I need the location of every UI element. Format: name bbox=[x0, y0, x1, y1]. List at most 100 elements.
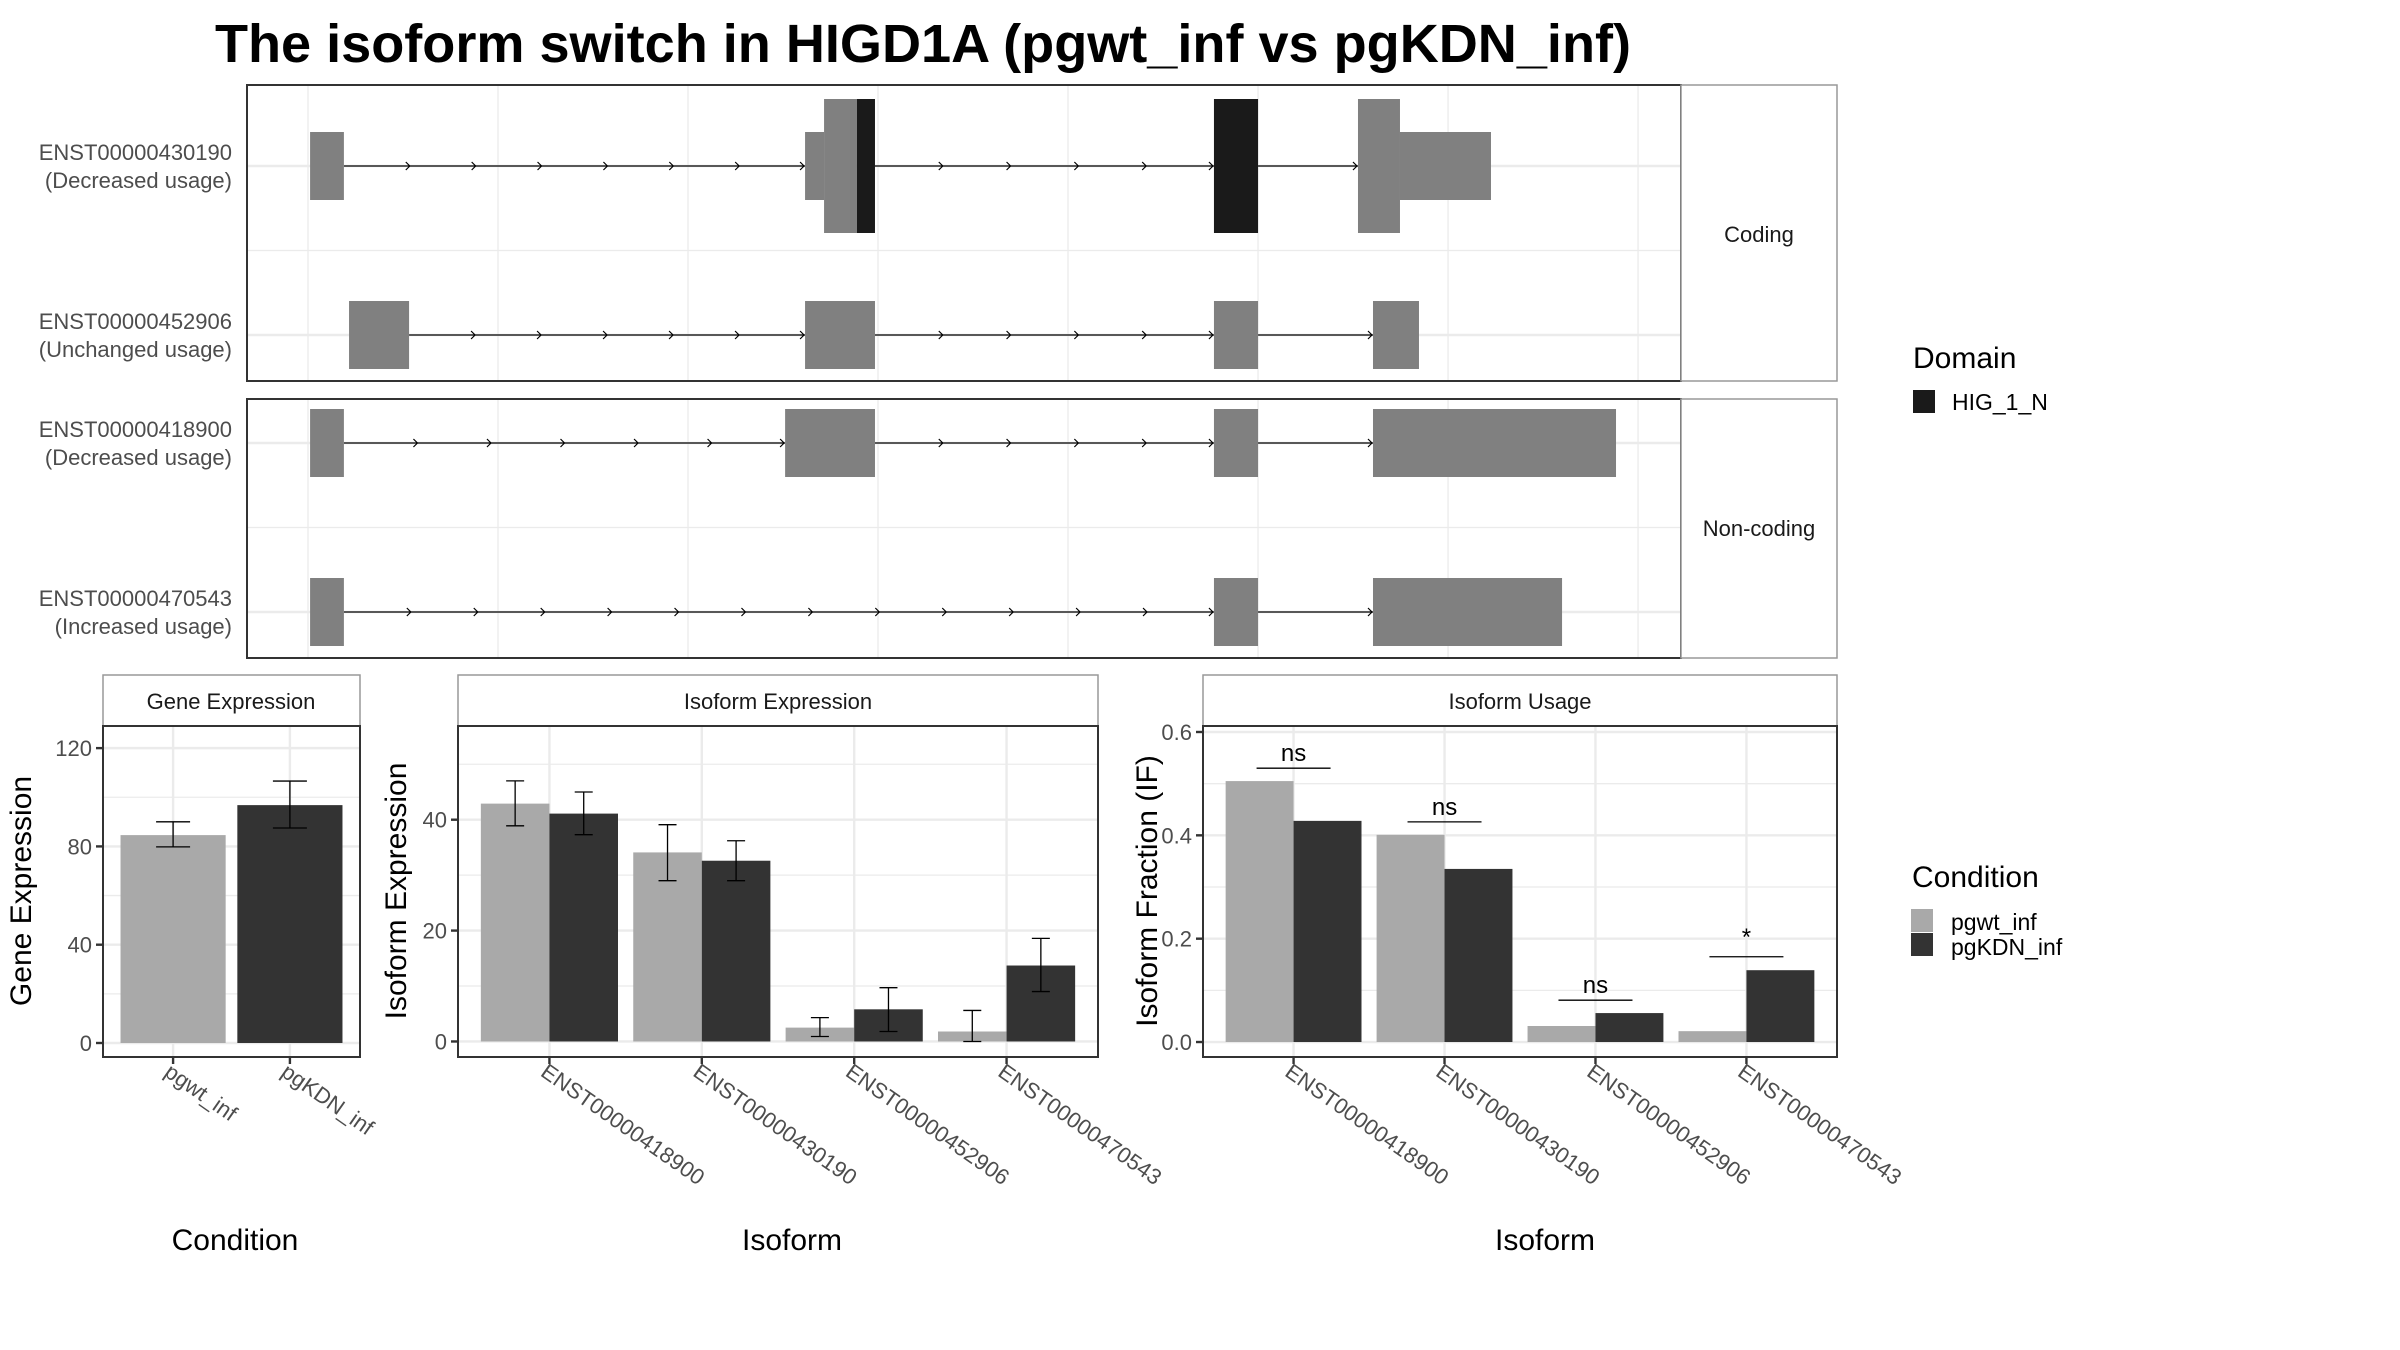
bar-pgwt_inf-ENST00000470543 bbox=[1678, 1031, 1747, 1043]
intron-arrow bbox=[799, 161, 805, 171]
legend-title: Condition bbox=[1912, 861, 2039, 894]
x-axis-title: Isoform bbox=[1495, 1224, 1595, 1257]
panel-strip bbox=[1202, 674, 1838, 727]
transcript-ENST00000452906 bbox=[349, 301, 1419, 369]
intron-arrow bbox=[537, 161, 543, 171]
intron-arrow bbox=[1352, 161, 1358, 171]
y-tick-label: 120 bbox=[55, 736, 92, 761]
y-tick-label: 0.0 bbox=[1161, 1030, 1192, 1055]
y-tick-label: 40 bbox=[68, 933, 92, 958]
transcript-status-label: (Decreased usage) bbox=[45, 168, 232, 193]
y-tick-label: 80 bbox=[68, 834, 92, 859]
exon bbox=[1372, 301, 1419, 369]
facet-plot-area bbox=[246, 398, 1838, 659]
intron-arrow bbox=[1073, 161, 1080, 171]
facet-coding: Coding bbox=[246, 84, 1838, 382]
error-bar bbox=[272, 780, 307, 829]
y-tick-label: 0.4 bbox=[1161, 823, 1192, 848]
figure-title: The isoform switch in HIGD1A (pgwt_inf v… bbox=[215, 14, 1631, 74]
significance-label: ns bbox=[1583, 972, 1608, 999]
exon bbox=[805, 301, 875, 369]
exon bbox=[1357, 99, 1400, 233]
panel-border bbox=[102, 725, 361, 1058]
transcript-ENST00000470543 bbox=[310, 578, 1563, 646]
y-tick-label: 0.2 bbox=[1161, 927, 1192, 952]
transcript-labels: ENST00000430190 (Decreased usage) ENST00… bbox=[39, 140, 232, 639]
bar-pgKDN_inf-ENST00000430190 bbox=[1444, 868, 1513, 1043]
intron-arrow bbox=[874, 607, 881, 617]
error-bar bbox=[810, 1016, 829, 1038]
intron-arrow bbox=[799, 330, 805, 340]
y-axis-title: Gene Expression bbox=[5, 776, 38, 1006]
x-axis-title: Condition bbox=[172, 1224, 299, 1257]
intron-arrow bbox=[1006, 161, 1012, 171]
facet-strip bbox=[1680, 84, 1838, 382]
panel-strip-title: Isoform Usage bbox=[1448, 689, 1591, 714]
legend-key-pgwt-inf bbox=[1911, 909, 1933, 932]
facet-plot-area bbox=[246, 84, 1838, 382]
intron-arrow bbox=[1141, 438, 1148, 448]
panel-border bbox=[457, 725, 1099, 1058]
intron-arrow bbox=[1367, 330, 1373, 340]
intron-arrow bbox=[938, 161, 944, 171]
error-bar bbox=[879, 987, 898, 1033]
transcript-status-label: (Increased usage) bbox=[55, 614, 232, 639]
intron-arrow bbox=[674, 607, 680, 617]
intron-arrow bbox=[406, 607, 412, 617]
intron-arrow bbox=[1142, 607, 1148, 617]
intron-arrow bbox=[1208, 438, 1214, 448]
exon bbox=[310, 409, 344, 477]
exon bbox=[310, 578, 344, 646]
intron-arrow bbox=[540, 607, 546, 617]
exon-domain-hig-1-n bbox=[856, 99, 875, 233]
intron-arrow bbox=[471, 161, 477, 171]
error-bar bbox=[574, 791, 593, 836]
bar-pgwt_inf-ENST00000430190 bbox=[1376, 834, 1445, 1043]
intron-arrow bbox=[938, 330, 944, 340]
condition-legend: Condition pgwt_inf pgKDN_inf bbox=[1911, 861, 2063, 960]
facet-strip bbox=[1680, 398, 1838, 659]
exon bbox=[1372, 409, 1617, 477]
error-bar bbox=[156, 821, 191, 848]
intron-arrow bbox=[734, 330, 740, 340]
intron-arrow bbox=[1208, 330, 1214, 340]
intron-arrow bbox=[486, 438, 492, 448]
intron-arrow bbox=[1208, 607, 1214, 617]
y-tick-label: 0.6 bbox=[1161, 720, 1192, 745]
intron-arrow bbox=[668, 161, 675, 171]
transcript-id-label: ENST00000418900 bbox=[39, 417, 232, 442]
bar-pgKDN_inf-ENST00000418900 bbox=[549, 813, 618, 1042]
intron-arrow bbox=[1367, 438, 1373, 448]
legend-label: pgwt_inf bbox=[1951, 909, 2037, 935]
panel-strip-title: Gene Expression bbox=[147, 689, 316, 714]
bar-pgKDN_inf bbox=[237, 805, 343, 1043]
legend-key-hig-1-n bbox=[1913, 390, 1935, 413]
transcript-id-label: ENST00000452906 bbox=[39, 309, 232, 334]
exon bbox=[1213, 578, 1259, 646]
y-tick-label: 0 bbox=[80, 1031, 92, 1056]
error-bar bbox=[727, 840, 746, 882]
intron-arrow bbox=[1073, 330, 1080, 340]
facet-non-coding: Non-coding bbox=[246, 398, 1838, 659]
intron-arrow bbox=[741, 607, 747, 617]
y-axis-title: Isoform Fraction (IF) bbox=[1131, 755, 1164, 1027]
intron-arrow bbox=[807, 607, 814, 617]
intron-arrow bbox=[941, 607, 948, 617]
transcript-status-label: (Unchanged usage) bbox=[39, 337, 232, 362]
bar-pgwt_inf-ENST00000452906 bbox=[1527, 1025, 1596, 1043]
transcript-ENST00000430190 bbox=[310, 99, 1491, 233]
exon bbox=[349, 301, 410, 369]
significance-label: ns bbox=[1432, 794, 1457, 821]
bar-pgwt_inf-ENST00000418900 bbox=[480, 803, 550, 1042]
legend-key-pgkdn-inf bbox=[1911, 933, 1933, 956]
y-tick-label: 40 bbox=[423, 808, 447, 833]
bar-pgKDN_inf-ENST00000470543 bbox=[1746, 970, 1815, 1043]
intron-arrow bbox=[734, 161, 741, 171]
bar-pgwt_inf-ENST00000418900 bbox=[1225, 781, 1294, 1043]
panel-strip bbox=[102, 674, 361, 727]
intron-arrow bbox=[607, 607, 613, 617]
bar-pgwt_inf bbox=[120, 835, 226, 1043]
intron-arrow bbox=[602, 330, 608, 340]
exon bbox=[1213, 301, 1259, 369]
intron-arrow bbox=[473, 607, 479, 617]
